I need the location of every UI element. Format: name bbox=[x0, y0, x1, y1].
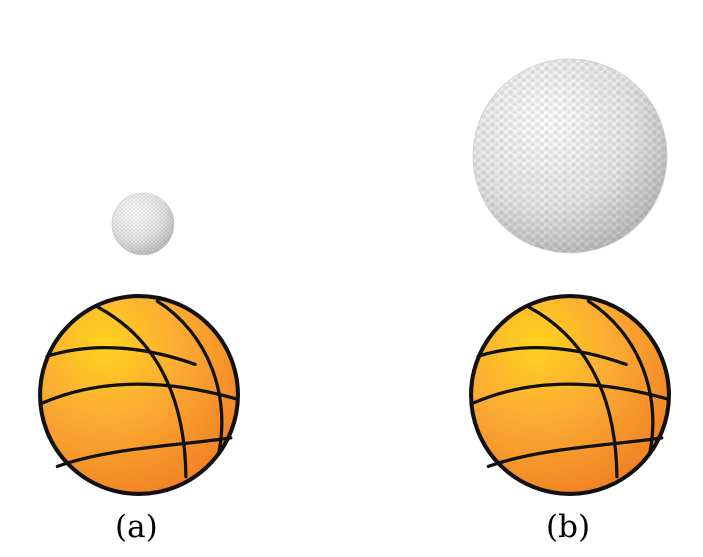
golf-ball-small bbox=[111, 192, 175, 256]
caption-b: (b) bbox=[546, 509, 591, 545]
golf-ball-large bbox=[472, 58, 668, 254]
basketball-a bbox=[38, 294, 240, 496]
caption-a: (a) bbox=[115, 509, 158, 545]
basketball-b bbox=[469, 294, 671, 496]
